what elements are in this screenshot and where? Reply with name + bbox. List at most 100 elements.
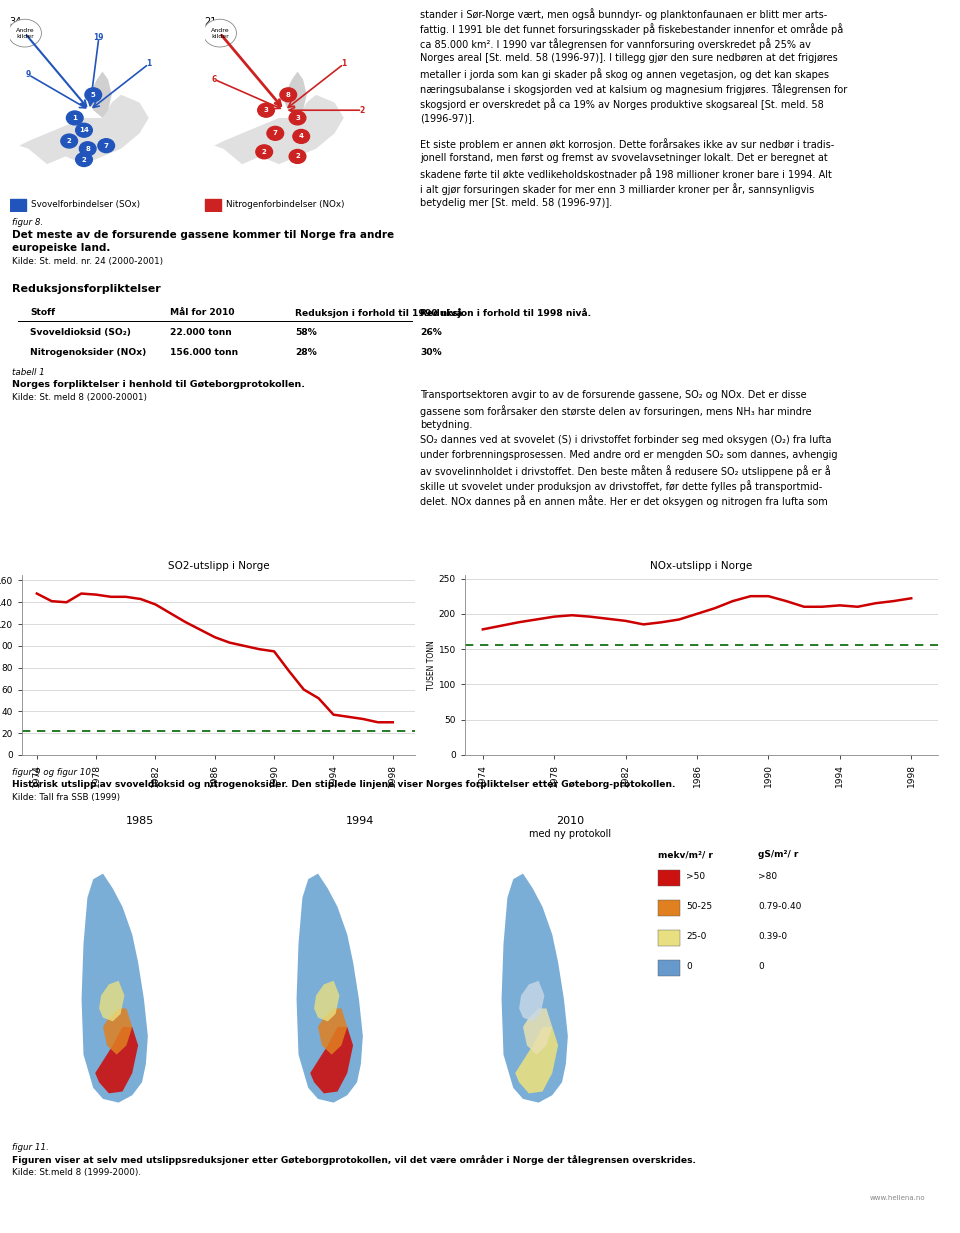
Text: 2: 2	[82, 157, 86, 163]
Text: Svoveldioksid (SO₂): Svoveldioksid (SO₂)	[30, 328, 131, 337]
Text: >50: >50	[686, 872, 706, 880]
Polygon shape	[501, 874, 568, 1102]
Text: 2: 2	[67, 138, 72, 144]
Text: gassene som forårsaker den største delen av forsuringen, mens NH₃ har mindre: gassene som forårsaker den største delen…	[420, 406, 811, 417]
Text: Kilde: St. meld. nr. 24 (2000-2001): Kilde: St. meld. nr. 24 (2000-2001)	[12, 256, 163, 266]
Polygon shape	[19, 95, 149, 164]
Circle shape	[66, 111, 84, 125]
Polygon shape	[99, 980, 125, 1021]
Text: Kilde: St.meld 8 (1999-2000).: Kilde: St.meld 8 (1999-2000).	[12, 1168, 141, 1178]
Polygon shape	[103, 1009, 132, 1054]
Text: Nitrogenoksider (NOx): Nitrogenoksider (NOx)	[30, 348, 146, 358]
Text: figur 9 og figur 10.: figur 9 og figur 10.	[12, 768, 94, 777]
Text: europeiske land.: europeiske land.	[12, 243, 110, 253]
Text: Norges areal [St. meld. 58 (1996-97)]. I tillegg gjør den sure nedbøren at det f: Norges areal [St. meld. 58 (1996-97)]. I…	[420, 53, 838, 63]
Circle shape	[98, 139, 114, 153]
Text: 3: 3	[264, 107, 269, 113]
Text: delet. NOx dannes på en annen måte. Her er det oksygen og nitrogen fra lufta som: delet. NOx dannes på en annen måte. Her …	[420, 496, 828, 507]
Text: tabell 1: tabell 1	[12, 367, 45, 377]
Circle shape	[76, 153, 92, 166]
Text: 0.39-0: 0.39-0	[758, 932, 787, 941]
Polygon shape	[519, 980, 544, 1021]
Text: mekv/m²/ r: mekv/m²/ r	[658, 850, 713, 859]
Text: 1: 1	[341, 59, 347, 69]
Text: 7: 7	[104, 143, 108, 149]
Text: 6: 6	[211, 75, 217, 84]
Polygon shape	[89, 72, 111, 118]
Text: Figuren viser at selv med utslippsreduksjoner etter Gøteborgprotokollen, vil det: Figuren viser at selv med utslippsreduks…	[12, 1155, 696, 1165]
Text: 2: 2	[262, 149, 267, 155]
Text: fattig. I 1991 ble det funnet forsuringsskader på fiskebestander innenfor et omr: fattig. I 1991 ble det funnet forsurings…	[420, 23, 843, 35]
Text: betydelig mer [St. meld. 58 (1996-97)].: betydelig mer [St. meld. 58 (1996-97)].	[420, 199, 612, 208]
Text: SO₂ dannes ved at svovelet (S) i drivstoffet forbinder seg med oksygen (O₂) fra : SO₂ dannes ved at svovelet (S) i drivsto…	[420, 435, 831, 445]
Circle shape	[8, 20, 41, 47]
Circle shape	[289, 111, 306, 125]
Text: figur 11.: figur 11.	[12, 1143, 49, 1152]
Polygon shape	[95, 1027, 138, 1094]
Text: stander i Sør-Norge vært, men også bunndyr- og planktonfaunaen er blitt mer arts: stander i Sør-Norge vært, men også bunnd…	[420, 7, 828, 20]
Text: Reduksjon i forhold til 1990 nivå.: Reduksjon i forhold til 1990 nivå.	[295, 308, 466, 318]
Circle shape	[76, 123, 92, 137]
Text: 1: 1	[72, 115, 77, 121]
Text: 2010: 2010	[556, 816, 584, 826]
Text: Det meste av de forsurende gassene kommer til Norge fra andre: Det meste av de forsurende gassene komme…	[12, 231, 395, 240]
Text: Kilde: St. meld 8 (2000-20001): Kilde: St. meld 8 (2000-20001)	[12, 393, 147, 402]
Text: under forbrenningsprosessen. Med andre ord er mengden SO₂ som dannes, avhengig: under forbrenningsprosessen. Med andre o…	[420, 450, 837, 460]
Polygon shape	[516, 1027, 558, 1094]
Text: 0: 0	[758, 962, 764, 970]
Text: i alt gjør forsuringen skader for mer enn 3 milliarder kroner per år, sannsynlig: i alt gjør forsuringen skader for mer en…	[420, 184, 814, 195]
Bar	[205, 199, 221, 211]
Circle shape	[280, 88, 297, 102]
Text: jonell forstand, men først og fremst av svovelavsetninger lokalt. Det er beregne: jonell forstand, men først og fremst av …	[420, 153, 828, 163]
Polygon shape	[297, 874, 363, 1102]
Text: 2: 2	[295, 153, 300, 159]
Text: 58%: 58%	[295, 328, 317, 337]
Circle shape	[256, 145, 273, 159]
Text: metaller i jorda som kan gi skader på skog og annen vegetasjon, og det kan skape: metaller i jorda som kan gi skader på sk…	[420, 68, 829, 80]
Text: 3: 3	[295, 115, 300, 121]
Polygon shape	[310, 1027, 353, 1094]
Text: av svovelinnholdet i drivstoffet. Den beste måten å redusere SO₂ utslippene på e: av svovelinnholdet i drivstoffet. Den be…	[420, 465, 830, 477]
Text: 4: 4	[299, 133, 303, 139]
Circle shape	[289, 149, 306, 164]
Polygon shape	[214, 95, 344, 164]
Polygon shape	[314, 980, 340, 1021]
Text: 14: 14	[79, 127, 89, 133]
Text: Reduksjon i forhold til 1998 nivå.: Reduksjon i forhold til 1998 nivå.	[420, 308, 591, 318]
Text: Norges forpliktelser i henhold til Gøteborgprotokollen.: Norges forpliktelser i henhold til Gøteb…	[12, 380, 305, 388]
Text: 1985: 1985	[126, 816, 155, 826]
Text: Nitrogenforbindelser (NOx): Nitrogenforbindelser (NOx)	[227, 200, 345, 210]
Text: www.hellena.no: www.hellena.no	[870, 1195, 925, 1201]
Text: Kilde: Tall fra SSB (1999): Kilde: Tall fra SSB (1999)	[12, 793, 120, 801]
Title: SO2-utslipp i Norge: SO2-utslipp i Norge	[168, 561, 270, 571]
Circle shape	[84, 88, 102, 102]
Title: NOx-utslipp i Norge: NOx-utslipp i Norge	[650, 561, 753, 571]
Text: Svovelforbindelser (SOx): Svovelforbindelser (SOx)	[32, 200, 140, 210]
Text: 8: 8	[286, 91, 291, 97]
Circle shape	[80, 142, 96, 155]
Polygon shape	[523, 1009, 552, 1054]
Text: 1: 1	[146, 59, 152, 69]
Text: 9: 9	[26, 70, 31, 79]
Bar	[10, 199, 26, 211]
Text: Stoff: Stoff	[30, 308, 55, 317]
Text: betydning.: betydning.	[420, 420, 472, 430]
Text: 26%: 26%	[420, 328, 442, 337]
Text: ca 85.000 km². I 1990 var tålegrensen for vannforsuring overskredet på 25% av: ca 85.000 km². I 1990 var tålegrensen fo…	[420, 38, 811, 49]
Text: 5: 5	[91, 91, 96, 97]
Polygon shape	[318, 1009, 348, 1054]
Y-axis label: TUSEN TONN: TUSEN TONN	[427, 640, 436, 690]
Text: Andre
kilder: Andre kilder	[210, 27, 229, 38]
Text: Reduksjonsforpliktelser: Reduksjonsforpliktelser	[12, 284, 160, 293]
Polygon shape	[284, 72, 307, 118]
Text: 0.79-0.40: 0.79-0.40	[758, 901, 802, 911]
Circle shape	[60, 134, 78, 148]
Text: Mål for 2010: Mål for 2010	[170, 308, 234, 317]
Text: 156.000 tonn: 156.000 tonn	[170, 348, 238, 358]
Text: skogsjord er overskredet på ca 19% av Norges produktive skogsareal [St. meld. 58: skogsjord er overskredet på ca 19% av No…	[420, 97, 824, 110]
Text: Historisk utslipp av svoveldioksid og nitrogenoksider. Den stiplede linjene vise: Historisk utslipp av svoveldioksid og ni…	[12, 780, 676, 789]
Text: 28%: 28%	[295, 348, 317, 358]
Circle shape	[293, 129, 309, 143]
Text: 25-0: 25-0	[686, 932, 707, 941]
Text: 1994: 1994	[346, 816, 374, 826]
